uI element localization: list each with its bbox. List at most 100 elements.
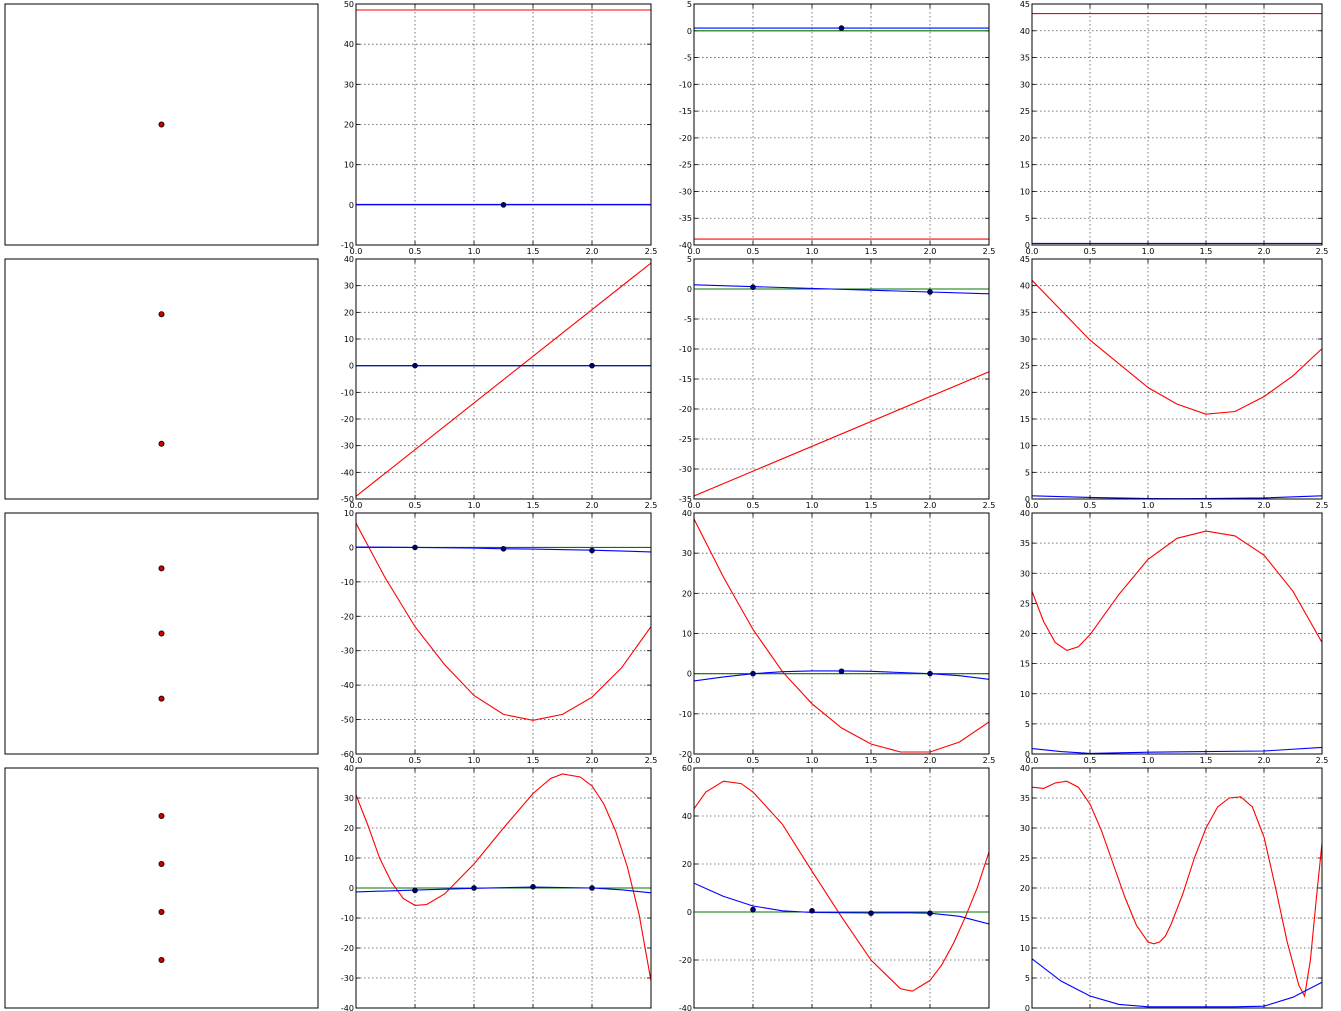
x-tick-label: 2.5	[645, 756, 658, 765]
axes-frame	[693, 258, 990, 500]
y-tick-label: -30	[341, 974, 354, 983]
y-tick-label: 35	[1020, 539, 1030, 548]
series-line-1	[694, 780, 989, 992]
y-tick-label: 30	[344, 80, 354, 89]
axes-frame	[1031, 3, 1323, 246]
y-tick-label: 5	[1025, 974, 1030, 983]
subplot-r3-c4: 0.0 0.5 1.0 1.5 2.0 2.5 0 5 10 15 20 25 30 35 40	[1020, 509, 1329, 765]
series-group	[356, 523, 651, 721]
x-tick-label: 1.0	[1142, 756, 1155, 765]
x-tick-label: 2.0	[586, 756, 599, 765]
axes-frame	[355, 767, 652, 1009]
series-line-3	[694, 882, 989, 925]
y-tick-label: 20	[1020, 134, 1030, 143]
x-tick-label: 0.0	[1026, 247, 1039, 256]
x-tick-label: 2.0	[924, 756, 937, 765]
y-tick-label: -40	[341, 468, 354, 477]
y-tick-label: -20	[341, 944, 354, 953]
y-tick-label: -40	[679, 1004, 692, 1011]
y-tick-label: 40	[1020, 509, 1030, 518]
series-group	[356, 9, 651, 206]
y-tick-label: 15	[1020, 415, 1030, 424]
y-tick-label: -10	[679, 710, 692, 719]
series-group	[1032, 530, 1322, 754]
y-tick-label: 25	[1020, 107, 1030, 116]
mesh-point-1	[158, 813, 165, 820]
x-tick-label: 2.5	[983, 501, 996, 510]
x-tick-label: 1.5	[1200, 756, 1213, 765]
x-tick-label: 1.5	[865, 756, 878, 765]
y-tick-label: 0	[1025, 750, 1030, 759]
x-tick-label: 0.0	[350, 247, 363, 256]
y-tick-label: 10	[344, 335, 354, 344]
x-tick-label: 2.5	[983, 247, 996, 256]
mesh-point-2	[158, 630, 165, 637]
subplot-r2-c4: 0.0 0.5 1.0 1.5 2.0 2.5 0 5 10 15 20 25 30 35 40 45	[1020, 255, 1329, 510]
subplot-frame	[4, 512, 319, 755]
data-point-2	[471, 885, 477, 891]
x-tick-label: 0.5	[1084, 247, 1097, 256]
y-tick-label: -25	[679, 161, 692, 170]
y-tick-label: 30	[1020, 824, 1030, 833]
y-tick-label: 30	[1020, 80, 1030, 89]
y-tick-label: 20	[1020, 884, 1030, 893]
subplot-r1-c1	[4, 3, 319, 246]
y-tick-label: -5	[684, 54, 692, 63]
x-tick-label: 2.5	[1316, 247, 1329, 256]
data-point-3	[927, 670, 933, 677]
y-tick-label: -20	[341, 612, 354, 621]
x-tick-label: 0.5	[409, 756, 422, 765]
data-point-1	[750, 284, 756, 291]
y-tick-label: 50	[344, 0, 354, 9]
series-group	[694, 780, 989, 992]
y-tick-label: 10	[1020, 944, 1030, 953]
x-tick-label: 1.0	[1142, 247, 1155, 256]
y-tick-label: 30	[1020, 569, 1030, 578]
y-tick-label: -15	[679, 375, 692, 384]
y-tick-label: 5	[687, 255, 692, 264]
x-tick-label: 1.5	[865, 247, 878, 256]
y-tick-label: 20	[1020, 388, 1030, 397]
series-line-1	[1032, 279, 1322, 415]
x-tick-label: 0.5	[747, 501, 760, 510]
x-tick-label: 0.0	[1026, 756, 1039, 765]
y-tick-label: -10	[341, 241, 354, 250]
y-tick-label: 25	[1020, 854, 1030, 863]
x-tick-label: 2.5	[983, 756, 996, 765]
y-tick-label: 5	[1025, 468, 1030, 477]
data-point-3	[868, 910, 874, 916]
x-tick-label: 1.5	[1200, 501, 1213, 510]
y-tick-label: 15	[1020, 161, 1030, 170]
x-tick-label: 0.0	[1026, 501, 1039, 510]
x-tick-label: 2.0	[586, 501, 599, 510]
y-tick-label: -30	[679, 465, 692, 474]
series-line-2	[1032, 495, 1322, 499]
y-tick-label: -25	[679, 435, 692, 444]
subplot-frame	[4, 3, 319, 246]
y-tick-label: 30	[344, 794, 354, 803]
x-tick-label: 2.0	[924, 501, 937, 510]
data-point-4	[927, 910, 933, 916]
data-point-1	[750, 906, 756, 913]
y-tick-label: 35	[1020, 794, 1030, 803]
mesh-point-1	[158, 121, 165, 128]
x-tick-label: 0.5	[1084, 756, 1097, 765]
y-tick-label: 10	[1020, 187, 1030, 196]
data-point-2	[809, 907, 815, 914]
y-tick-label: 40	[1020, 282, 1030, 291]
y-tick-label: 40	[344, 255, 354, 264]
axes-frame	[693, 512, 990, 755]
x-tick-label: 1.5	[527, 756, 540, 765]
series-line-1	[1032, 530, 1322, 652]
y-tick-label: 5	[687, 0, 692, 9]
x-tick-label: 1.0	[1142, 501, 1155, 510]
x-tick-label: 0.5	[747, 756, 760, 765]
y-tick-label: -20	[341, 415, 354, 424]
subplot-r4-c1	[4, 767, 319, 1009]
y-tick-label: 25	[1020, 599, 1030, 608]
x-tick-label: 2.5	[645, 501, 658, 510]
mesh-point-2	[158, 440, 165, 447]
y-tick-label: 15	[1020, 660, 1030, 669]
axes-frame	[1031, 258, 1323, 500]
